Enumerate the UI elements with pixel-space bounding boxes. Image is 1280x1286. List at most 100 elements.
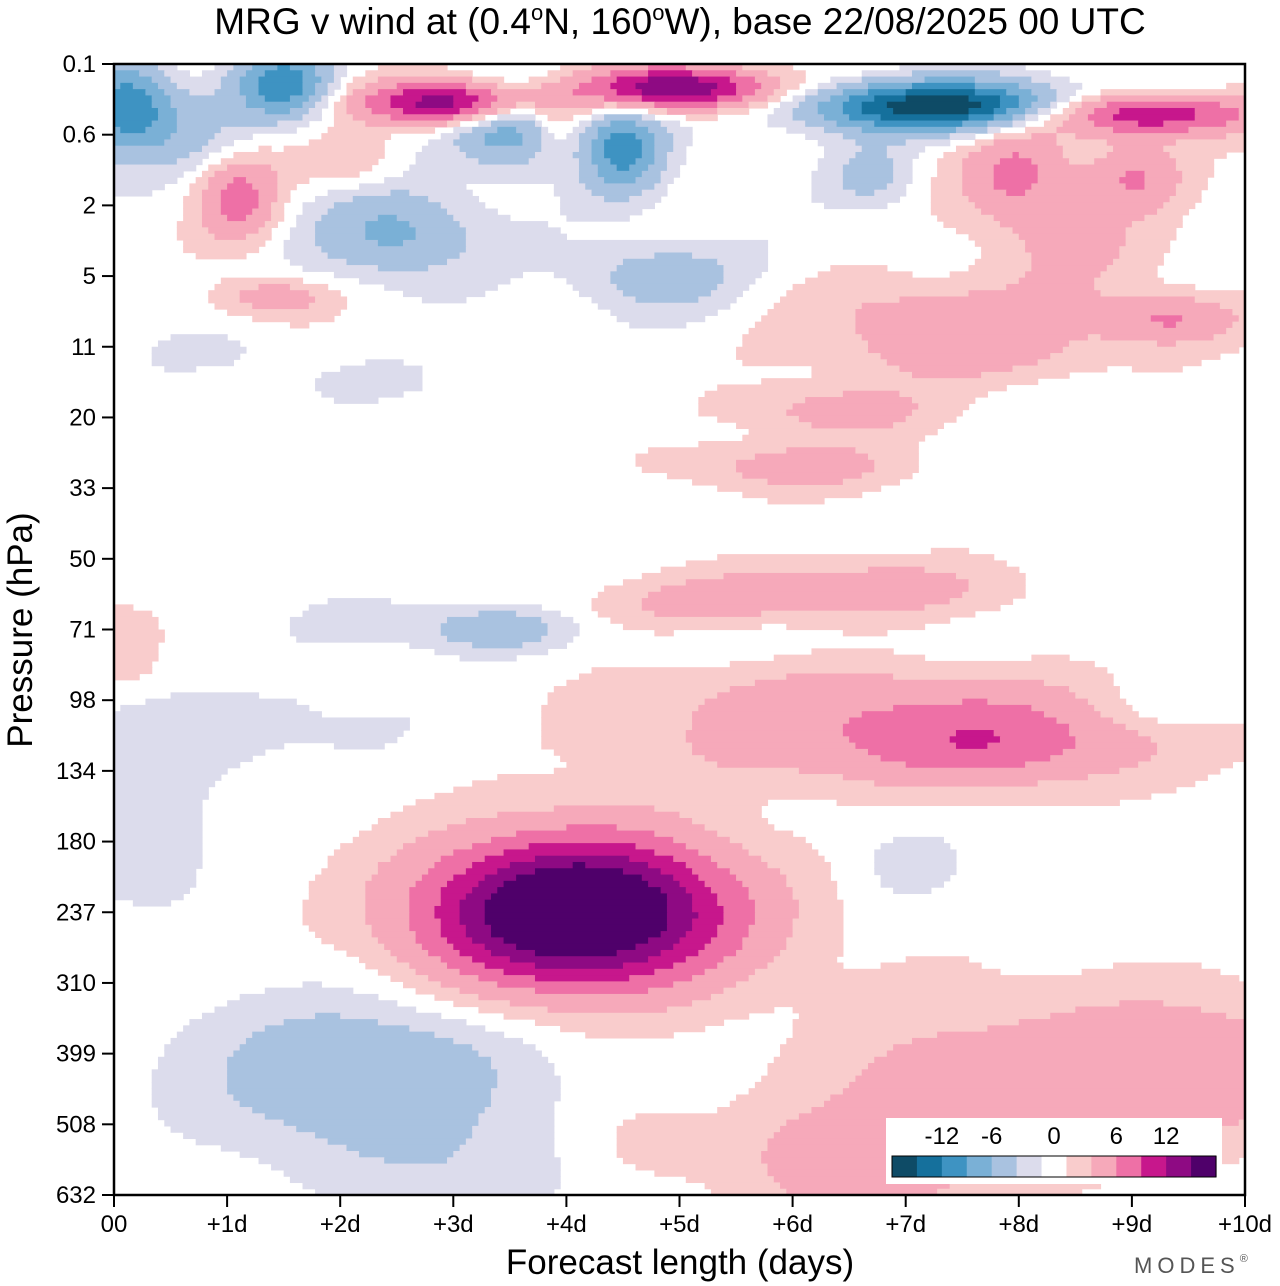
field-cell bbox=[685, 560, 1007, 568]
field-cell bbox=[924, 76, 976, 84]
field-cell bbox=[258, 145, 272, 153]
field-cell bbox=[1062, 120, 1095, 128]
field-cell bbox=[459, 968, 505, 976]
field-cell bbox=[1018, 233, 1127, 241]
field-cell bbox=[905, 761, 1026, 769]
field-cell bbox=[849, 95, 875, 103]
field-cell bbox=[893, 170, 913, 178]
field-cell bbox=[1100, 334, 1215, 342]
y-tick-label: 399 bbox=[56, 1041, 96, 1068]
field-cell bbox=[114, 893, 184, 901]
field-cell bbox=[421, 145, 461, 153]
field-cell bbox=[227, 1075, 498, 1083]
field-cell bbox=[359, 1151, 454, 1158]
field-cell bbox=[114, 855, 203, 863]
field-cell bbox=[604, 585, 662, 593]
field-cell bbox=[1025, 761, 1139, 769]
field-cell bbox=[654, 183, 668, 191]
field-cell bbox=[805, 397, 913, 404]
field-cell bbox=[302, 905, 366, 913]
field-cell bbox=[754, 76, 781, 84]
field-cell bbox=[930, 177, 963, 184]
field-cell bbox=[227, 309, 341, 316]
field-cell bbox=[654, 849, 699, 857]
field-cell bbox=[509, 861, 574, 869]
field-cell bbox=[710, 993, 1245, 1001]
field-cell bbox=[289, 283, 329, 291]
colorbar-label: 12 bbox=[1153, 1123, 1180, 1150]
field-cell bbox=[114, 805, 203, 813]
field-cell bbox=[723, 277, 756, 285]
field-cell bbox=[811, 189, 857, 197]
field-cell bbox=[692, 893, 718, 901]
colorbar-swatch bbox=[892, 1156, 918, 1177]
field-cell bbox=[635, 943, 674, 951]
field-cell bbox=[698, 397, 806, 404]
field-cell bbox=[547, 114, 574, 122]
field-cell bbox=[440, 629, 549, 637]
field-cell bbox=[484, 918, 668, 926]
field-cell bbox=[409, 893, 442, 901]
field-cell bbox=[993, 139, 1058, 147]
field-cell bbox=[1050, 114, 1070, 122]
field-cell bbox=[924, 566, 1020, 574]
field-cell bbox=[553, 805, 655, 813]
field-cell bbox=[245, 233, 272, 241]
field-cell bbox=[861, 302, 1221, 310]
field-cell bbox=[352, 195, 429, 203]
field-cell bbox=[308, 139, 385, 147]
field-cell bbox=[434, 792, 1152, 800]
field-cell bbox=[346, 89, 354, 97]
field-cell bbox=[478, 120, 492, 128]
field-cell bbox=[1131, 221, 1183, 228]
field-cell bbox=[786, 1037, 913, 1045]
field-cell bbox=[534, 868, 624, 876]
field-cell bbox=[534, 107, 593, 115]
field-cell bbox=[365, 912, 410, 920]
field-cell bbox=[491, 924, 668, 932]
field-cell bbox=[201, 202, 222, 210]
field-cell bbox=[308, 880, 366, 888]
field-cell bbox=[780, 949, 844, 957]
field-cell bbox=[1075, 133, 1227, 140]
field-cell bbox=[208, 290, 241, 298]
field-cell bbox=[315, 101, 329, 109]
field-cell bbox=[767, 95, 781, 103]
field-cell bbox=[1087, 334, 1102, 342]
field-cell bbox=[327, 1138, 467, 1146]
field-cell bbox=[503, 968, 655, 976]
field-cell bbox=[114, 107, 159, 115]
field-cell bbox=[861, 107, 894, 115]
field-cell bbox=[692, 868, 731, 876]
field-cell bbox=[453, 943, 486, 951]
field-cell bbox=[981, 252, 1032, 260]
field-cell bbox=[114, 610, 153, 618]
field-cell bbox=[874, 1056, 1245, 1064]
field-cell bbox=[817, 158, 850, 166]
field-cell bbox=[271, 164, 373, 172]
field-cell bbox=[604, 139, 643, 147]
field-cell bbox=[905, 139, 951, 147]
field-cell bbox=[1094, 277, 1164, 285]
field-cell bbox=[698, 76, 731, 84]
y-tick-label: 33 bbox=[69, 475, 96, 502]
colorbar-swatch bbox=[1116, 1156, 1142, 1177]
field-cell bbox=[955, 730, 995, 737]
field-cell bbox=[1119, 767, 1221, 775]
field-cell bbox=[899, 365, 1014, 373]
field-cell bbox=[723, 265, 769, 272]
field-cell bbox=[333, 943, 385, 951]
field-cell bbox=[616, 283, 718, 291]
field-cell bbox=[340, 1012, 442, 1020]
field-cell bbox=[220, 277, 304, 285]
field-cell bbox=[478, 880, 505, 888]
field-cell bbox=[673, 943, 706, 951]
field-cell bbox=[566, 824, 618, 832]
field-cell bbox=[296, 1125, 473, 1133]
field-cell bbox=[503, 937, 649, 945]
field-cell bbox=[685, 736, 850, 744]
field-cell bbox=[880, 880, 944, 888]
field-cell bbox=[239, 290, 310, 298]
field-cell bbox=[560, 195, 605, 203]
field-cell bbox=[283, 1169, 561, 1177]
